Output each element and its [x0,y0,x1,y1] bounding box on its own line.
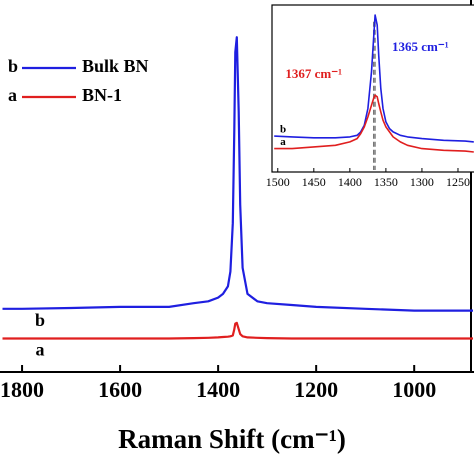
x-tick-label: 1000 [392,377,436,402]
legend-letter: b [8,56,18,76]
x-tick-label: 1600 [98,377,142,402]
x-tick-label: 1350 [374,175,398,189]
series-line [274,14,474,143]
annotation: 1365 cm⁻¹ [392,39,449,54]
curve-label: b [35,310,45,330]
legend-letter: a [8,85,17,105]
series-line [2,321,473,340]
curve-label: b [280,124,286,136]
x-axis-label: Raman Shift (cm⁻¹) [118,424,346,454]
x-tick-label: 1400 [196,377,240,402]
x-tick-label: 1300 [410,175,434,189]
series-line [274,94,474,153]
annotation: 1367 cm⁻¹ [285,66,342,81]
curve-label: a [280,136,286,148]
x-tick-label: 1400 [338,175,362,189]
curve-label: a [36,340,45,360]
x-tick-label: 1200 [294,377,338,402]
legend-label: Bulk BN [82,56,149,76]
series-line [2,36,473,312]
x-tick-label: 1800 [0,377,44,402]
x-tick-label: 1450 [302,175,326,189]
x-tick-label: 1250 [446,175,470,189]
legend-label: BN-1 [82,85,122,105]
x-tick-label: 1500 [266,175,290,189]
